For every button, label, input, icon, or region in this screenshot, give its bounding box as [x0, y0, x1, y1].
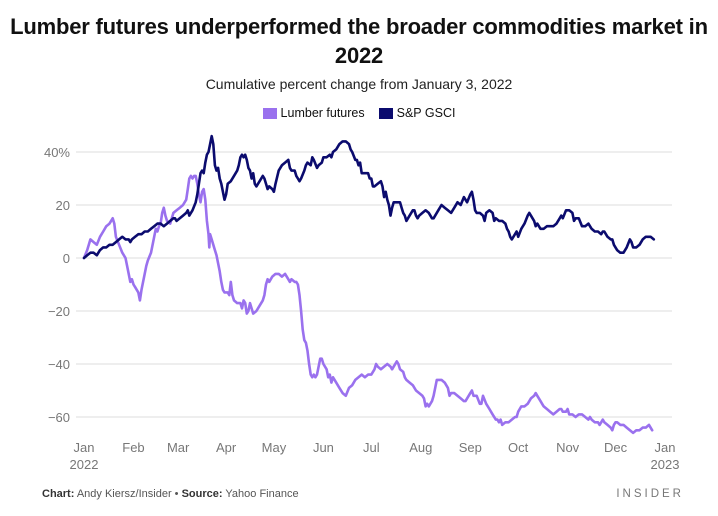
insider-logo: INSIDER — [616, 488, 684, 500]
legend-label-lumber: Lumber futures — [280, 106, 365, 120]
legend-item-gsci[interactable]: S&P GSCI — [378, 106, 456, 120]
legend-swatch-lumber — [262, 107, 277, 119]
chart-title: Lumber futures underperformed the broade… — [10, 14, 708, 68]
y-tick-label: −40 — [48, 357, 70, 372]
gridlines — [76, 151, 672, 418]
x-tick-label: Oct — [508, 440, 529, 455]
credit-source-value: Yahoo Finance — [222, 488, 299, 500]
x-tick-label: Jan — [655, 440, 676, 455]
series-line-sp-gsci — [82, 134, 656, 260]
y-axis-ticks: 40% 20 0 −20 −40 −60 — [44, 145, 70, 425]
x-tick-label: Nov — [556, 440, 580, 455]
y-tick-label: −60 — [48, 410, 70, 425]
x-tick-label: Jun — [313, 440, 334, 455]
y-tick-label: 40% — [44, 145, 70, 160]
y-tick-label: 0 — [63, 251, 70, 266]
x-tick-sublabel: 2022 — [70, 457, 99, 472]
x-tick-label: Sep — [459, 440, 482, 455]
chart-credit: Chart: Andy Kiersz/Insider • Source: Yah… — [42, 488, 299, 500]
legend-swatch-gsci — [378, 107, 393, 119]
y-tick-label: −20 — [48, 304, 70, 319]
credit-chart-author: Andy Kiersz/Insider — [74, 488, 172, 500]
legend-label-gsci: S&P GSCI — [396, 106, 456, 120]
x-tick-label: Jan — [74, 440, 95, 455]
chart-subtitle: Cumulative percent change from January 3… — [205, 76, 513, 92]
series-lines — [82, 134, 656, 435]
x-tick-label: Feb — [122, 440, 144, 455]
x-tick-label: Mar — [167, 440, 190, 455]
series-line-lumber-futures — [82, 174, 654, 435]
x-tick-label: Jul — [363, 440, 380, 455]
legend-item-lumber[interactable]: Lumber futures — [262, 106, 365, 120]
x-tick-label: Aug — [409, 440, 432, 455]
y-tick-label: 20 — [56, 198, 70, 213]
x-tick-sublabel: 2023 — [651, 457, 680, 472]
x-tick-label: Apr — [216, 440, 237, 455]
credit-separator: • — [171, 488, 182, 500]
credit-chart-label: Chart: — [42, 488, 75, 500]
x-axis-ticks: Jan 2022 Feb Mar Apr May Jun Jul Aug Sep Oct Nov Dec… — [70, 440, 680, 472]
x-tick-label: May — [262, 440, 287, 455]
credit-source-label: Source: — [181, 488, 223, 500]
legend: Lumber futures S&P GSCI — [0, 106, 718, 120]
x-tick-label: Dec — [604, 440, 628, 455]
